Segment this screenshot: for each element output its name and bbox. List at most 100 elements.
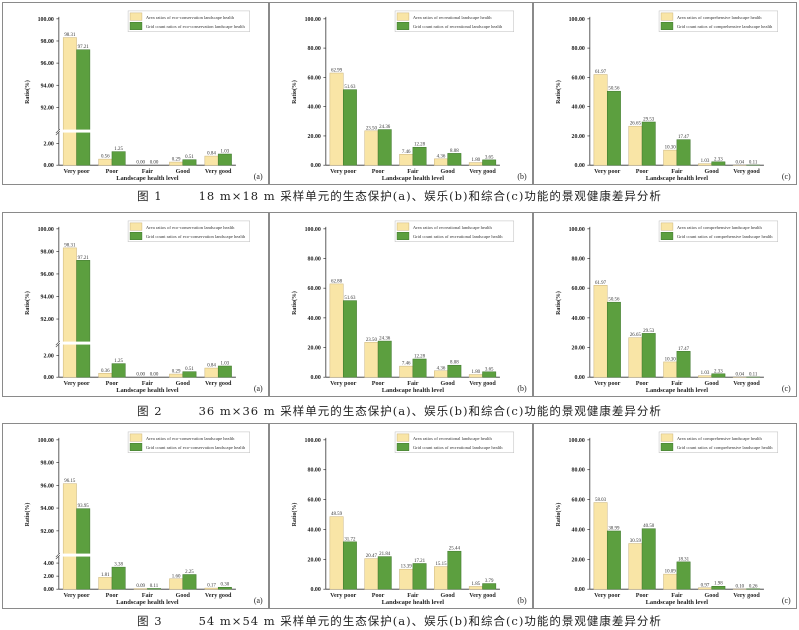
y-axis-title: Ratio(%) <box>555 80 562 104</box>
bar-grid-count-ratio <box>711 585 726 590</box>
bar-value-label: 4.36 <box>437 154 446 159</box>
bar-value-label: 50.56 <box>608 87 620 92</box>
legend-swatch-grid <box>660 22 674 30</box>
bar-value-label: 0.09 <box>136 584 145 589</box>
y-tick-label: 80.00 <box>308 468 321 474</box>
x-tick-label: Very poor <box>594 593 620 599</box>
y-tick-label: 60.00 <box>572 498 585 504</box>
bar-area-ratio <box>663 361 678 378</box>
figure-number: 图 1 <box>137 189 163 203</box>
bar-value-label: 25.44 <box>449 547 461 552</box>
y-tick-label: 0.00 <box>44 375 54 381</box>
x-tick-label: Poor <box>372 593 385 599</box>
legend-swatch-area <box>129 433 143 442</box>
bar-value-label: 58.03 <box>595 498 607 503</box>
bar-value-label: 0.51 <box>185 367 194 372</box>
bar-chart: 0.00 20.00 40.00 60.00 80.00 100.00 Ratio(%) La… <box>291 10 527 182</box>
bar-value-label: 29.53 <box>643 117 655 122</box>
bar-grid-count-ratio <box>182 574 197 590</box>
bar-chart: 0.00 2.00 92.00 94.00 96.00 98.00 100.00 Ratio(… <box>24 10 263 182</box>
figure-caption-text: 18 m×18 m 采样单元的生态保护(a)、娱乐(b)和综合(c)功能的景观健… <box>198 189 662 203</box>
x-tick-label: Very good <box>733 381 760 387</box>
legend-swatch-grid <box>396 232 410 240</box>
bar-grid-count-ratio <box>111 151 126 166</box>
bar-grid-count-ratio <box>482 583 497 590</box>
panel-label: (b) <box>517 596 527 605</box>
y-tick-label: 80.00 <box>572 256 585 262</box>
x-axis-title: Landscape health level <box>382 175 445 182</box>
y-tick-label: 4.00 <box>44 561 54 567</box>
x-tick-label: Poor <box>636 593 649 599</box>
bar-area-ratio <box>329 72 344 166</box>
bar-grid-count-ratio <box>342 541 357 590</box>
y-tick-label: 0.00 <box>311 163 321 169</box>
legend-box <box>658 431 779 453</box>
y-axis-title: Ratio(%) <box>291 80 298 104</box>
legend-swatch-area <box>129 222 143 231</box>
y-tick-label: 100.00 <box>569 227 585 233</box>
legend-label: Grid count ratios of comprehensive lands… <box>677 234 773 239</box>
bar-grid-count-ratio <box>377 556 392 590</box>
bar-chart: 0.00 20.00 40.00 60.00 80.00 100.00 Ratio(%) La… <box>555 10 791 182</box>
y-tick-label: 40.00 <box>572 527 585 533</box>
y-tick-label: 100.00 <box>305 17 321 23</box>
legend-swatch-area <box>129 12 143 21</box>
bar-value-label: 30.59 <box>630 539 642 544</box>
bar-grid-count-ratio <box>711 373 726 378</box>
y-axis-title: Ratio(%) <box>555 291 562 315</box>
bar-value-label: 0.36 <box>101 369 110 374</box>
legend-swatch-area <box>396 12 410 21</box>
x-tick-label: Good <box>441 169 456 175</box>
y-tick-label: 80.00 <box>308 46 321 52</box>
legend-box <box>394 431 515 453</box>
bar-value-label: 98.31 <box>64 243 76 248</box>
chart-panel-fig1-b: 0.00 20.00 40.00 60.00 80.00 100.00 Ratio(%) La… <box>269 2 533 185</box>
chart-panel-fig2-c: 0.00 20.00 40.00 60.00 80.00 100.00 Ratio(%) La… <box>533 212 797 397</box>
chart-panel-fig3-b: 0.00 20.00 40.00 60.00 80.00 100.00 Ratio(%) La… <box>269 423 533 609</box>
bar-value-label: 97.21 <box>78 45 90 50</box>
y-tick-label: 98.00 <box>41 249 54 255</box>
x-tick-label: Good <box>705 381 720 387</box>
legend-label: Grid count ratios of recreational landsc… <box>413 24 503 29</box>
bar-grid-count-ratio <box>377 129 392 166</box>
bar-grid-count-ratio <box>217 586 232 590</box>
bar-value-label: 0.56 <box>101 155 110 160</box>
bar-value-label: 1.03 <box>221 362 230 367</box>
bar-value-label: 51.63 <box>344 296 356 301</box>
x-axis-title: Landscape health level <box>646 175 709 182</box>
bar-value-label: 0.10 <box>736 585 745 590</box>
bar-value-label: 10.09 <box>665 570 677 575</box>
bar-value-label: 62.99 <box>331 69 343 74</box>
legend-swatch-area <box>660 433 674 442</box>
chart-panel-fig3-c: 0.00 20.00 40.00 60.00 80.00 100.00 Ratio(%) La… <box>533 423 797 609</box>
x-tick-label: Good <box>441 593 456 599</box>
bar-value-label: 8.08 <box>450 361 459 366</box>
bar-value-label: 8.08 <box>450 149 459 154</box>
bar-chart: 0.00 20.00 40.00 60.00 80.00 100.00 Ratio(%) La… <box>555 431 791 606</box>
y-tick-label: 94.00 <box>41 506 54 512</box>
legend-box <box>394 10 515 32</box>
bar-value-label: 0.51 <box>185 155 194 160</box>
bar-area-ratio <box>663 149 678 166</box>
panel-label: (b) <box>517 172 527 181</box>
legend-swatch-grid <box>396 443 410 451</box>
bar-value-label: 38.99 <box>608 526 620 531</box>
bar-value-label: 62.88 <box>331 279 343 284</box>
x-tick-label: Very poor <box>63 593 89 599</box>
bar-value-label: 2.25 <box>185 570 194 575</box>
y-axis-title: Ratio(%) <box>24 80 31 104</box>
x-tick-label: Very good <box>733 169 760 175</box>
bar-value-label: 18.31 <box>678 557 690 562</box>
legend-box <box>394 220 515 242</box>
x-tick-label: Poor <box>372 381 385 387</box>
bar-value-label: 7.46 <box>402 362 411 367</box>
x-axis-title: Landscape health level <box>646 599 709 606</box>
x-tick-label: Very poor <box>330 169 356 175</box>
bar-area-ratio <box>663 573 678 590</box>
legend-label: Grid count ratios of comprehensive lands… <box>677 445 773 450</box>
legend-swatch-grid <box>129 443 143 451</box>
bar-value-label: 96.15 <box>64 479 76 484</box>
y-tick-label: 92.00 <box>41 529 54 535</box>
bar-value-label: 61.97 <box>595 281 607 286</box>
y-tick-label: 60.00 <box>572 286 585 292</box>
